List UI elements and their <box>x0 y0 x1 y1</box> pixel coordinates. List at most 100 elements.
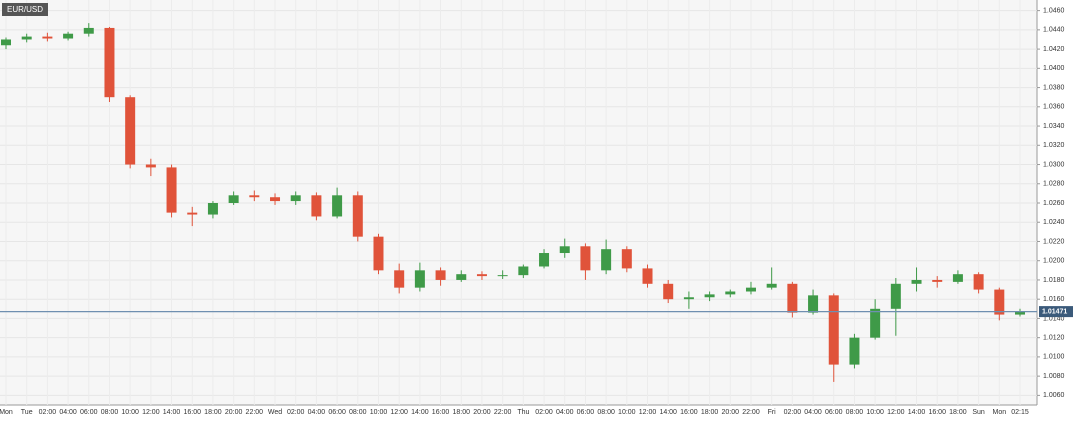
chart-title: EUR/USD <box>7 5 43 14</box>
last-price-badge <box>1039 306 1073 318</box>
candle-body <box>704 294 715 298</box>
title-badge <box>2 3 48 16</box>
x-tick-label: 08:00 <box>846 409 864 416</box>
x-tick-label: Tue <box>21 409 33 416</box>
candle-body <box>808 295 819 313</box>
grid <box>0 10 1040 396</box>
candle-body <box>890 283 901 309</box>
x-tick-label: 06:00 <box>328 409 346 416</box>
x-tick-label: 12:00 <box>639 409 657 416</box>
x-tick-label: 10:00 <box>121 409 139 416</box>
y-tick-label: 1.0460 <box>1043 7 1065 14</box>
y-tick-label: 1.0180 <box>1043 277 1065 284</box>
y-tick-label: 1.0420 <box>1043 46 1065 53</box>
x-tick-label: 16:00 <box>928 409 946 416</box>
candle-body <box>787 283 798 313</box>
y-tick-label: 1.0140 <box>1043 315 1065 322</box>
x-tick-label: 14:00 <box>908 409 926 416</box>
x-tick-label: 18:00 <box>452 409 470 416</box>
candle-body <box>373 236 384 271</box>
candle-body <box>952 274 963 282</box>
x-tick-label: 20:00 <box>473 409 491 416</box>
x-tick-label: 20:00 <box>722 409 740 416</box>
candle-body <box>1 39 11 46</box>
candle-body <box>911 279 922 284</box>
y-tick-label: 1.0400 <box>1043 65 1065 72</box>
candle-body <box>870 308 881 338</box>
candle-body <box>725 291 736 295</box>
x-tick-label: 04:00 <box>556 409 574 416</box>
candle-body <box>311 195 322 217</box>
x-tick-label: 08:00 <box>101 409 119 416</box>
x-tick-label: 12:00 <box>390 409 408 416</box>
x-tick-label: 10:00 <box>370 409 388 416</box>
x-tick-label: 06:00 <box>825 409 843 416</box>
candle-body <box>849 337 860 365</box>
candle-body <box>104 27 115 98</box>
candle-body <box>456 274 467 280</box>
candle-body <box>290 195 301 202</box>
x-tick-label: 02:00 <box>784 409 802 416</box>
candle-body <box>559 246 570 254</box>
candle-body <box>663 283 674 300</box>
y-tick-label: 1.0160 <box>1043 296 1065 303</box>
labels: 1.0460 1.0440 1.0420 1.0400 1.0380 1.0360 1.03… <box>0 7 1073 416</box>
x-tick-label: 02:15 <box>1011 409 1029 416</box>
candle-body <box>973 274 984 290</box>
x-tick-label: Thu <box>517 409 529 416</box>
candle-body <box>435 270 446 280</box>
y-tick-label: 1.0360 <box>1043 104 1065 111</box>
y-tick-label: 1.0120 <box>1043 335 1065 342</box>
x-tick-label: Wed <box>268 409 282 416</box>
candle-body <box>228 195 239 203</box>
x-tick-label: 02:00 <box>39 409 57 416</box>
x-tick-label: 10:00 <box>866 409 884 416</box>
candle-body <box>249 195 260 198</box>
x-tick-label: 14:00 <box>163 409 181 416</box>
candle-body <box>601 249 612 271</box>
x-tick-label: 18:00 <box>204 409 222 416</box>
candle-body <box>539 253 550 267</box>
candle-body <box>414 270 425 288</box>
y-tick-label: 1.0280 <box>1043 181 1065 188</box>
x-tick-label: Mon <box>992 409 1006 416</box>
x-tick-label: 12:00 <box>142 409 160 416</box>
x-tick-label: 02:00 <box>535 409 553 416</box>
y-tick-label: 1.0320 <box>1043 142 1065 149</box>
x-tick-label: 04:00 <box>59 409 77 416</box>
x-tick-label: Mon <box>0 409 13 416</box>
candle-body <box>828 295 839 365</box>
y-tick-label: 1.0300 <box>1043 161 1065 168</box>
x-tick-label: 06:00 <box>80 409 98 416</box>
x-tick-label: 22:00 <box>742 409 760 416</box>
x-tick-label: 08:00 <box>349 409 367 416</box>
x-tick-label: 18:00 <box>701 409 719 416</box>
x-tick-label: 12:00 <box>887 409 905 416</box>
x-tick-label: 20:00 <box>225 409 243 416</box>
y-tick-label: 1.0060 <box>1043 392 1065 399</box>
x-tick-label: 22:00 <box>494 409 512 416</box>
candle-body <box>766 283 777 288</box>
candle-body <box>83 27 94 34</box>
y-tick-label: 1.0380 <box>1043 84 1065 91</box>
candle-body <box>187 212 198 215</box>
x-tick-label: 02:00 <box>287 409 305 416</box>
y-tick-label: 1.0240 <box>1043 219 1065 226</box>
x-tick-label: 06:00 <box>577 409 595 416</box>
y-tick-label: 1.0100 <box>1043 354 1065 361</box>
x-tick-label: 16:00 <box>432 409 450 416</box>
x-tick-label: 16:00 <box>183 409 201 416</box>
candle-body <box>352 195 363 237</box>
candle-body <box>125 97 136 165</box>
x-tick-label: 14:00 <box>411 409 429 416</box>
x-tick-label: 10:00 <box>618 409 636 416</box>
candle-body <box>394 270 405 288</box>
x-tick-label: 04:00 <box>804 409 822 416</box>
y-tick-label: 1.0260 <box>1043 200 1065 207</box>
candle-body <box>518 266 529 276</box>
candle-body <box>270 197 281 202</box>
candle-body <box>476 274 487 277</box>
y-tick-label: 1.0340 <box>1043 123 1065 130</box>
candle-body <box>207 203 218 215</box>
